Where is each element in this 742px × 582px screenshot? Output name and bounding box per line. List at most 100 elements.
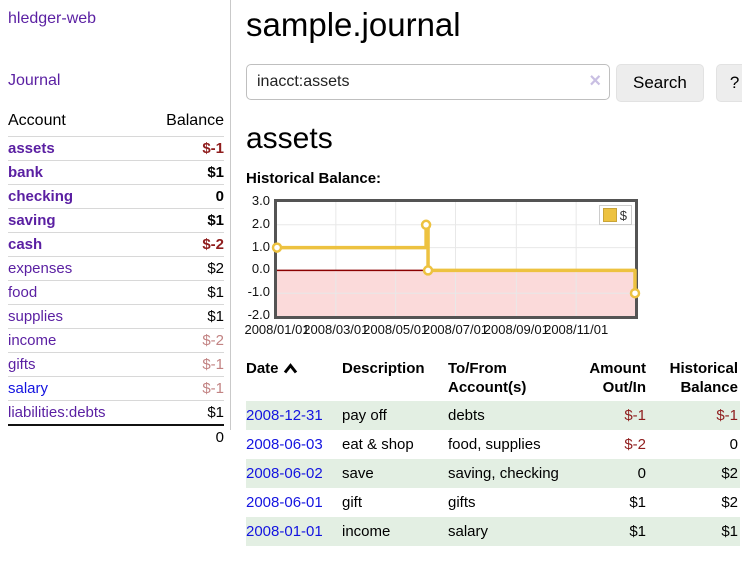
- register-header-row: Date Description To/From Account(s) Amou…: [246, 357, 740, 401]
- x-axis-label: 2008/09/01: [483, 322, 549, 337]
- account-row: checking 0: [8, 184, 224, 209]
- account-balance: $-1: [143, 136, 224, 161]
- sort-ascending-icon: [283, 363, 297, 374]
- register-table: Date Description To/From Account(s) Amou…: [246, 357, 740, 546]
- x-axis-label: 2008/11/01: [544, 322, 609, 337]
- accounts-col-balance: Balance: [166, 112, 224, 129]
- accounts-total-row: 0: [8, 424, 224, 449]
- transaction-accounts: salary: [448, 523, 489, 540]
- legend-label: $: [619, 207, 627, 223]
- register-row: 2008-12-31 pay off debts $-1 $-1: [246, 401, 740, 430]
- transaction-description: income: [342, 523, 391, 540]
- col-date[interactable]: Date: [246, 357, 342, 401]
- transaction-accounts: saving, checking: [448, 465, 559, 482]
- account-link[interactable]: gifts: [8, 355, 36, 373]
- transaction-date-link[interactable]: 2008-06-02: [246, 465, 323, 482]
- account-row: cash $-2: [8, 232, 224, 257]
- search-bar: × Search ?: [246, 64, 742, 102]
- account-link[interactable]: checking: [8, 187, 74, 205]
- clear-search-icon[interactable]: ×: [589, 70, 601, 92]
- accounts-header-row: Account Balance: [8, 110, 224, 137]
- col-balance: Historical Balance: [669, 360, 738, 396]
- transaction-description: pay off: [342, 407, 387, 424]
- account-link[interactable]: cash: [8, 235, 43, 253]
- chart-series-svg: [271, 202, 641, 316]
- account-row: salary $-1: [8, 376, 224, 401]
- transaction-date-link[interactable]: 2008-12-31: [246, 407, 323, 424]
- y-axis-label: 1.0: [251, 238, 270, 254]
- account-row: supplies $1: [8, 304, 224, 329]
- account-link[interactable]: supplies: [8, 307, 64, 325]
- app-title-link[interactable]: hledger-web: [8, 10, 97, 27]
- help-button[interactable]: ?: [715, 64, 742, 102]
- transaction-date-link[interactable]: 2008-01-01: [246, 523, 323, 540]
- transaction-date-link[interactable]: 2008-06-03: [246, 436, 323, 453]
- register-row: 2008-06-02 save saving, checking 0 $2: [246, 459, 740, 488]
- account-link[interactable]: income: [8, 331, 57, 349]
- legend-swatch-icon: [602, 208, 617, 222]
- account-link[interactable]: assets: [8, 139, 55, 157]
- account-link[interactable]: food: [8, 283, 38, 301]
- register-row: 2008-01-01 income salary $1 $1: [246, 517, 740, 546]
- account-balance: $-1: [143, 376, 224, 401]
- account-link[interactable]: salary: [8, 379, 49, 397]
- transaction-amount: 0: [637, 465, 646, 482]
- y-axis-label: -2.0: [247, 307, 270, 322]
- x-axis-label: 2008/05/01: [363, 322, 429, 337]
- account-link[interactable]: expenses: [8, 259, 73, 277]
- account-link[interactable]: liabilities:debts: [8, 403, 106, 421]
- transaction-accounts: debts: [448, 407, 485, 424]
- account-balance: $-2: [143, 232, 224, 257]
- chart-title: Historical Balance:: [246, 170, 382, 187]
- transaction-balance: $2: [721, 494, 738, 511]
- x-axis-label: 2008/03/01: [303, 322, 369, 337]
- transaction-description: gift: [342, 494, 363, 511]
- account-heading: assets: [246, 122, 333, 155]
- account-link[interactable]: bank: [8, 163, 44, 181]
- sidebar-divider: [230, 0, 231, 430]
- account-row: gifts $-1: [8, 352, 224, 377]
- col-description: Description: [342, 360, 425, 377]
- account-balance: $1: [143, 160, 224, 185]
- account-row: food $1: [8, 280, 224, 305]
- y-axis-label: 2.0: [251, 215, 270, 231]
- chart-legend: $: [598, 205, 632, 225]
- col-accounts: To/From Account(s): [448, 360, 527, 396]
- transaction-accounts: gifts: [448, 494, 476, 511]
- register-row: 2008-06-03 eat & shop food, supplies $-2…: [246, 430, 740, 459]
- account-row: income $-2: [8, 328, 224, 353]
- account-balance: $-2: [143, 328, 224, 353]
- transaction-date-link[interactable]: 2008-06-01: [246, 494, 323, 511]
- y-axis-label: 3.0: [251, 193, 270, 208]
- transaction-amount: $1: [629, 494, 646, 511]
- page-title: sample.journal: [246, 6, 461, 43]
- account-balance: $-1: [143, 352, 224, 377]
- transaction-description: save: [342, 465, 374, 482]
- accounts-table: Account Balance assets $-1 bank $1 check…: [8, 110, 224, 449]
- account-balance: $1: [143, 280, 224, 305]
- sidebar-item-journal[interactable]: Journal: [8, 72, 61, 89]
- main-content: sample.journal × Search ? assets Histori…: [244, 0, 742, 546]
- balance-chart: $ 3.0 2.0 1.0 0.0 -1.0 -2.0 2008/01/01 2008/03/…: [244, 193, 738, 341]
- search-button[interactable]: Search: [616, 64, 704, 102]
- account-balance: $1: [143, 400, 224, 425]
- accounts-col-account: Account: [8, 112, 66, 129]
- account-link[interactable]: saving: [8, 211, 56, 229]
- transaction-balance: $2: [721, 465, 738, 482]
- register-row: 2008-06-01 gift gifts $1 $2: [246, 488, 740, 517]
- account-row: assets $-1: [8, 136, 224, 161]
- transaction-balance: $1: [721, 523, 738, 540]
- account-balance: $2: [143, 256, 224, 281]
- search-input[interactable]: [246, 64, 610, 100]
- account-row: liabilities:debts $1: [8, 400, 224, 425]
- account-balance: 0: [143, 184, 224, 209]
- transaction-amount: $1: [629, 523, 646, 540]
- transaction-balance: $-1: [716, 407, 738, 424]
- chart-plot-area: $: [271, 199, 641, 319]
- search-box: ×: [246, 64, 610, 100]
- account-balance: $1: [143, 304, 224, 329]
- y-axis-label: -1.0: [247, 284, 270, 300]
- account-row: bank $1: [8, 160, 224, 185]
- col-amount: Amount Out/In: [589, 360, 646, 396]
- account-row: saving $1: [8, 208, 224, 233]
